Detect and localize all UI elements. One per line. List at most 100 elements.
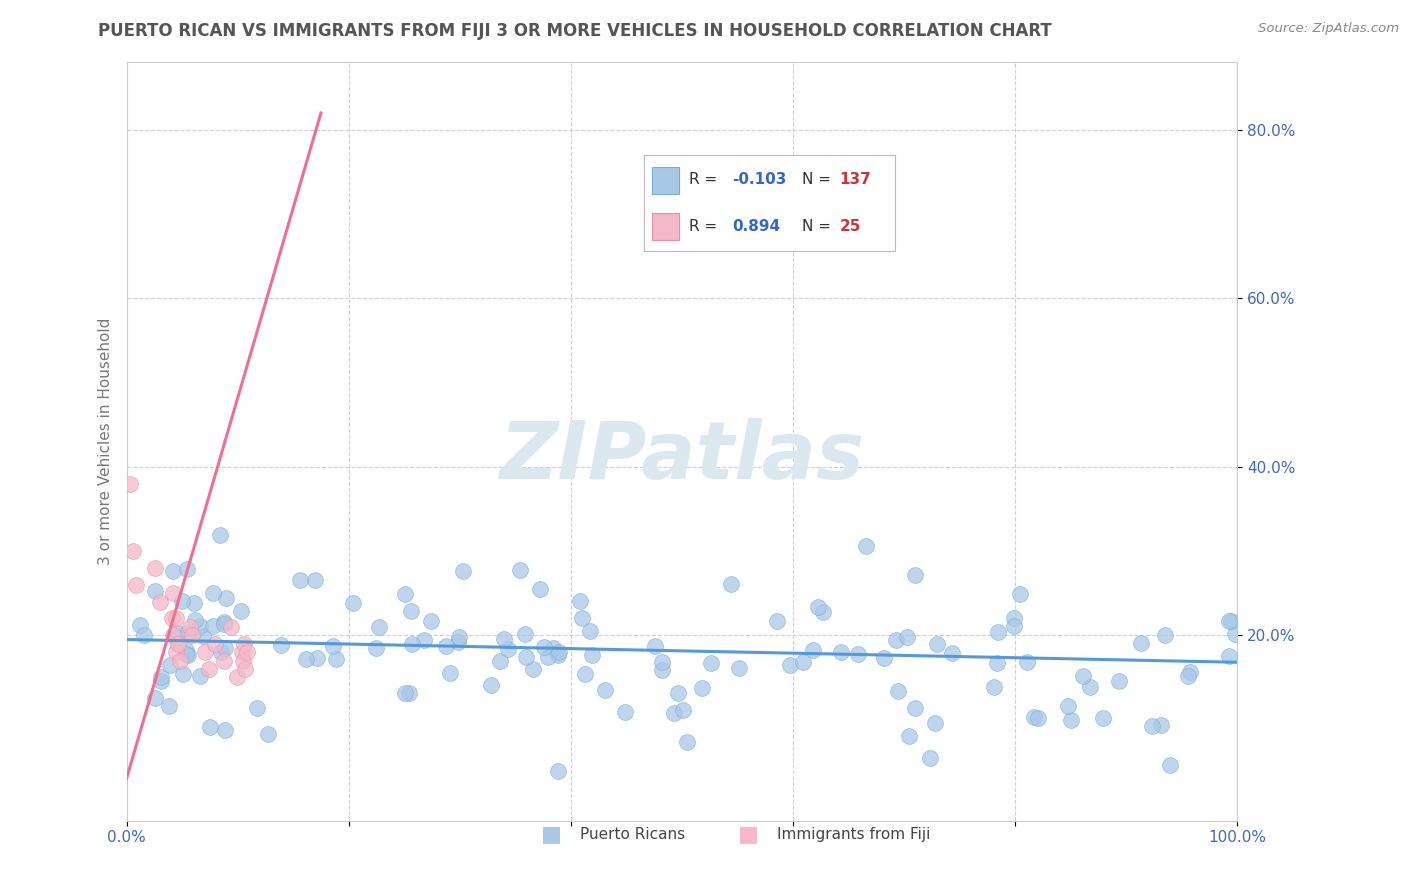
Point <box>727 661 749 675</box>
Y-axis label: 3 or more Vehicles in Household: 3 or more Vehicles in Household <box>97 318 112 566</box>
Point <box>165 611 187 625</box>
Point <box>700 656 723 670</box>
Point <box>225 670 247 684</box>
Point <box>191 629 214 643</box>
Point <box>1057 699 1080 714</box>
Point <box>918 751 941 765</box>
Point <box>215 591 238 605</box>
Point <box>903 701 925 715</box>
Point <box>401 637 423 651</box>
Point <box>479 677 502 691</box>
Point <box>533 640 555 654</box>
Text: Puerto Ricans: Puerto Ricans <box>581 827 685 841</box>
Point <box>496 641 519 656</box>
Point <box>547 648 569 662</box>
Point <box>304 574 326 588</box>
Point <box>1022 710 1045 724</box>
Point <box>162 564 184 578</box>
Point <box>174 643 197 657</box>
Point <box>547 764 569 779</box>
Point <box>143 561 166 575</box>
Point <box>201 586 224 600</box>
Point <box>675 735 697 749</box>
Point <box>613 705 636 719</box>
Point <box>1002 618 1025 632</box>
Point <box>219 620 242 634</box>
Point <box>162 628 184 642</box>
Point <box>887 683 910 698</box>
Point <box>595 683 617 698</box>
Point <box>165 645 187 659</box>
Point <box>401 604 423 618</box>
Point <box>204 637 226 651</box>
Point <box>896 631 918 645</box>
Point <box>394 587 416 601</box>
Point <box>537 649 560 664</box>
Point <box>1129 635 1152 649</box>
Point <box>1177 669 1199 683</box>
Text: -0.103: -0.103 <box>733 172 786 187</box>
Point <box>453 564 475 578</box>
Point <box>1015 655 1038 669</box>
Point <box>149 594 172 608</box>
Point <box>412 633 434 648</box>
Point <box>904 568 927 582</box>
Point <box>515 650 537 665</box>
Point <box>1002 611 1025 625</box>
Bar <box>652 167 679 194</box>
Point <box>513 626 536 640</box>
Point <box>128 618 150 632</box>
Point <box>488 654 510 668</box>
Point <box>690 681 713 695</box>
Point <box>132 628 155 642</box>
Point <box>172 666 194 681</box>
Point <box>122 544 145 558</box>
Point <box>160 611 183 625</box>
Point <box>1218 648 1240 663</box>
Point <box>1218 614 1240 628</box>
Point <box>1153 628 1175 642</box>
Point <box>779 658 801 673</box>
Point <box>1078 680 1101 694</box>
Point <box>184 613 207 627</box>
Point <box>830 645 852 659</box>
Point <box>1108 673 1130 688</box>
Point <box>294 652 316 666</box>
Text: PUERTO RICAN VS IMMIGRANTS FROM FIJI 3 OR MORE VEHICLES IN HOUSEHOLD CORRELATION: PUERTO RICAN VS IMMIGRANTS FROM FIJI 3 O… <box>98 22 1052 40</box>
Point <box>1140 719 1163 733</box>
Point <box>143 691 166 706</box>
Text: Immigrants from Fiji: Immigrants from Fiji <box>776 827 931 841</box>
Text: ■: ■ <box>738 824 759 844</box>
Point <box>983 680 1005 694</box>
Point <box>209 645 232 659</box>
Bar <box>652 213 679 240</box>
Point <box>811 605 834 619</box>
Point <box>322 639 344 653</box>
Point <box>325 652 347 666</box>
Point <box>419 614 441 628</box>
Text: R =: R = <box>689 172 723 187</box>
Text: 0.894: 0.894 <box>733 219 780 234</box>
Text: ZIPatlas: ZIPatlas <box>499 417 865 496</box>
Point <box>233 637 256 651</box>
Point <box>987 625 1010 640</box>
Point <box>541 640 564 655</box>
Point <box>1178 665 1201 679</box>
Point <box>398 686 420 700</box>
Point <box>150 670 173 684</box>
Point <box>235 645 257 659</box>
Point <box>666 686 689 700</box>
Point <box>720 577 742 591</box>
Point <box>1223 627 1246 641</box>
Point <box>150 674 173 689</box>
Point <box>120 476 142 491</box>
Point <box>644 639 666 653</box>
Point <box>366 641 388 656</box>
Point <box>1026 711 1049 725</box>
Point <box>212 654 235 668</box>
Point <box>212 615 235 629</box>
Text: N =: N = <box>803 172 837 187</box>
Point <box>288 573 311 587</box>
Point <box>256 727 278 741</box>
Point <box>1149 718 1171 732</box>
